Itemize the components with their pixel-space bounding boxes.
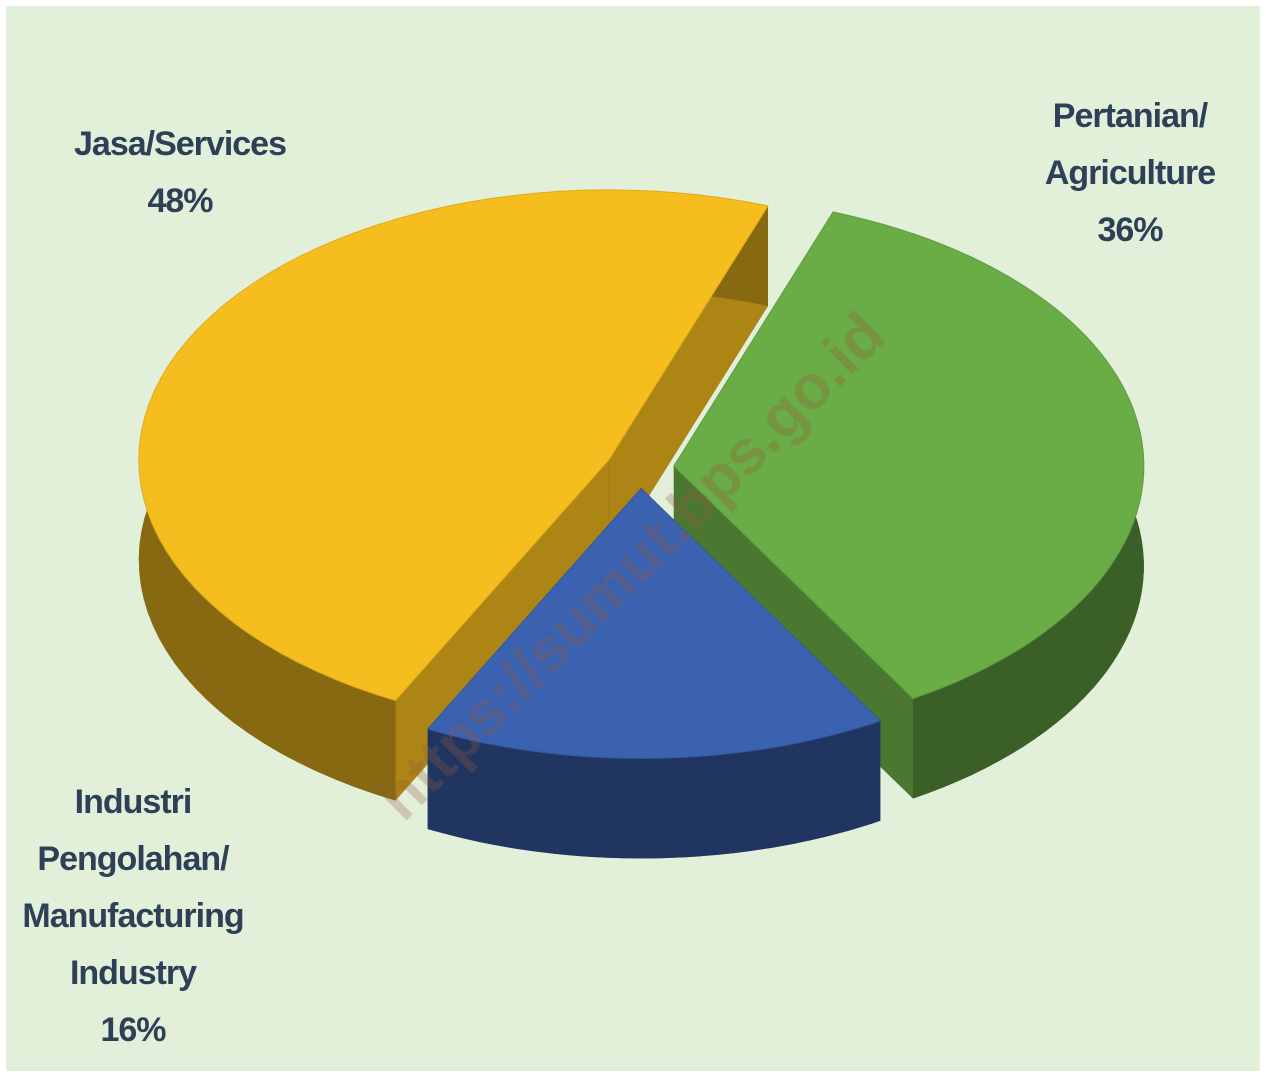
pie-canvas: https://sumut.bps.go.id — [138, 189, 1145, 859]
chart: https://sumut.bps.go.id Jasa/Services 48%… — [6, 6, 1260, 1071]
category-label: Industri Pengolahan/ Manufacturing Indus… — [22, 783, 244, 992]
slice — [138, 189, 769, 702]
category-label: Jasa/Services — [74, 125, 287, 163]
category-label: Pertanian/ Agriculture — [1044, 97, 1216, 192]
value-label: 16% — [100, 1011, 166, 1049]
slice — [673, 211, 1145, 700]
value-label: 36% — [1097, 211, 1163, 249]
value-label: 48% — [147, 182, 213, 220]
slice — [426, 487, 882, 759]
slice-side — [427, 720, 881, 859]
